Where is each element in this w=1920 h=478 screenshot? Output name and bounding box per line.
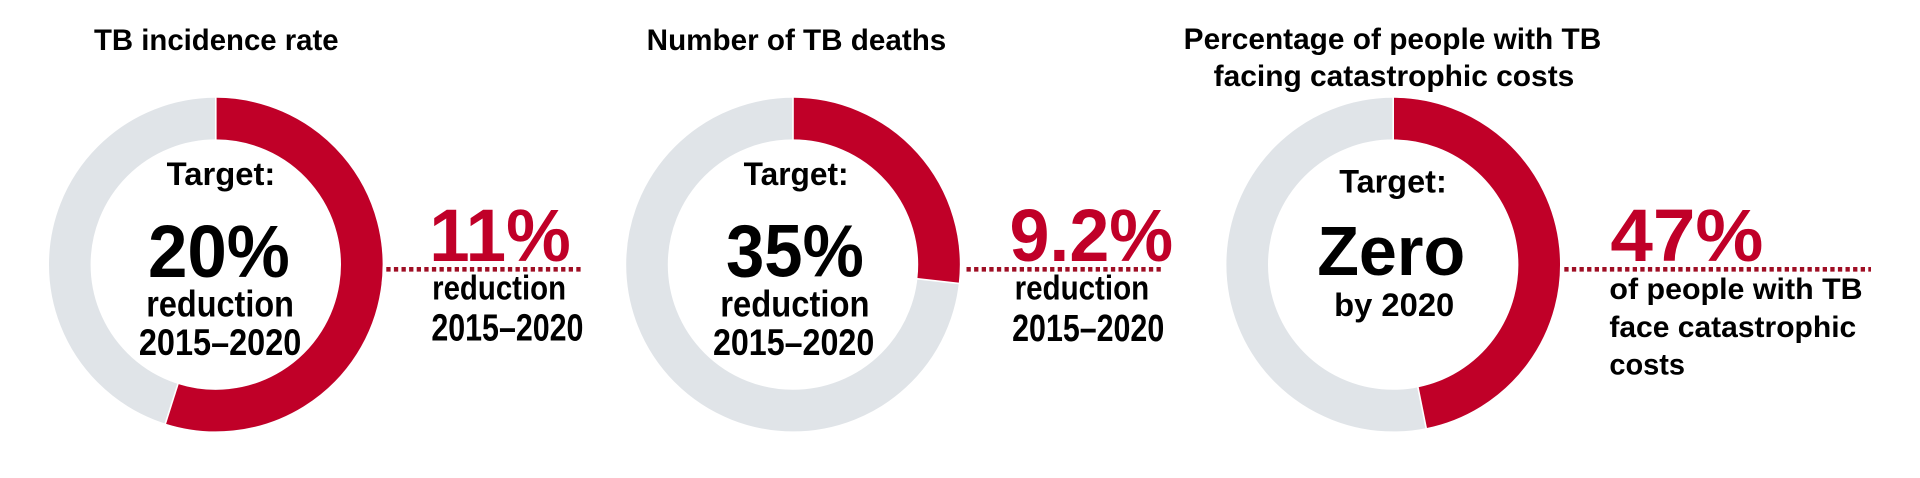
svg-text:Zero: Zero	[1317, 212, 1465, 290]
svg-text:35%: 35%	[726, 210, 864, 293]
svg-text:facing catastrophic costs: facing catastrophic costs	[1214, 60, 1575, 93]
svg-text:by 2020: by 2020	[1334, 287, 1454, 323]
svg-text:2015–2020: 2015–2020	[1012, 308, 1164, 350]
svg-text:Percentage of people with TB: Percentage of people with TB	[1184, 23, 1602, 56]
svg-text:47%: 47%	[1610, 194, 1763, 277]
svg-text:of people with TB: of people with TB	[1609, 273, 1862, 306]
svg-text:Target:: Target:	[1339, 163, 1447, 199]
svg-text:2015–2020: 2015–2020	[713, 322, 874, 363]
svg-text:Number of TB deaths: Number of TB deaths	[647, 24, 947, 57]
svg-text:reduction: reduction	[1015, 270, 1150, 308]
svg-text:Target:: Target:	[744, 156, 849, 192]
svg-text:reduction: reduction	[432, 270, 566, 308]
svg-text:reduction: reduction	[720, 283, 869, 324]
svg-text:TB incidence rate: TB incidence rate	[94, 24, 339, 57]
svg-text:Target:: Target:	[167, 156, 276, 192]
svg-text:9.2%: 9.2%	[1009, 194, 1173, 277]
svg-text:11%: 11%	[429, 194, 571, 277]
svg-text:2015–2020: 2015–2020	[431, 308, 583, 350]
svg-text:2015–2020: 2015–2020	[139, 322, 302, 363]
svg-text:face catastrophic: face catastrophic	[1609, 311, 1856, 344]
svg-text:20%: 20%	[148, 210, 290, 293]
svg-text:reduction: reduction	[146, 284, 294, 325]
svg-text:costs: costs	[1609, 349, 1685, 382]
